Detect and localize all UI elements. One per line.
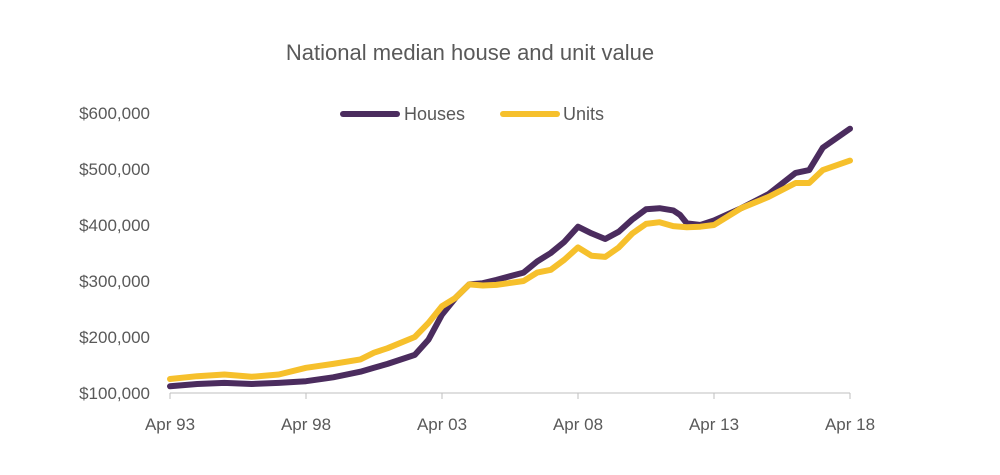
series-layer xyxy=(167,125,853,390)
y-tick-label: $200,000 xyxy=(79,328,150,347)
series-line-houses xyxy=(167,125,853,390)
y-axis: $100,000 $200,000 $300,000 $400,000 $500,000… xyxy=(79,104,150,403)
series-line-units xyxy=(167,157,853,382)
x-tick-label: Apr 98 xyxy=(281,415,331,434)
y-tick-label: $100,000 xyxy=(79,384,150,403)
x-tick-label: Apr 13 xyxy=(689,415,739,434)
y-tick-label: $500,000 xyxy=(79,160,150,179)
y-tick-label: $400,000 xyxy=(79,216,150,235)
x-axis: Apr 93 Apr 98 Apr 03 Apr 08 Apr 13 Apr 18 xyxy=(145,393,875,434)
x-tick-label: Apr 18 xyxy=(825,415,875,434)
x-tick-label: Apr 93 xyxy=(145,415,195,434)
y-tick-label: $600,000 xyxy=(79,104,150,123)
y-tick-label: $300,000 xyxy=(79,272,150,291)
legend-label-houses: Houses xyxy=(404,104,465,124)
x-tick-label: Apr 03 xyxy=(417,415,467,434)
x-tick-label: Apr 08 xyxy=(553,415,603,434)
legend-label-units: Units xyxy=(563,104,604,124)
legend: Houses Units xyxy=(340,104,604,124)
chart-title: National median house and unit value xyxy=(285,40,655,65)
